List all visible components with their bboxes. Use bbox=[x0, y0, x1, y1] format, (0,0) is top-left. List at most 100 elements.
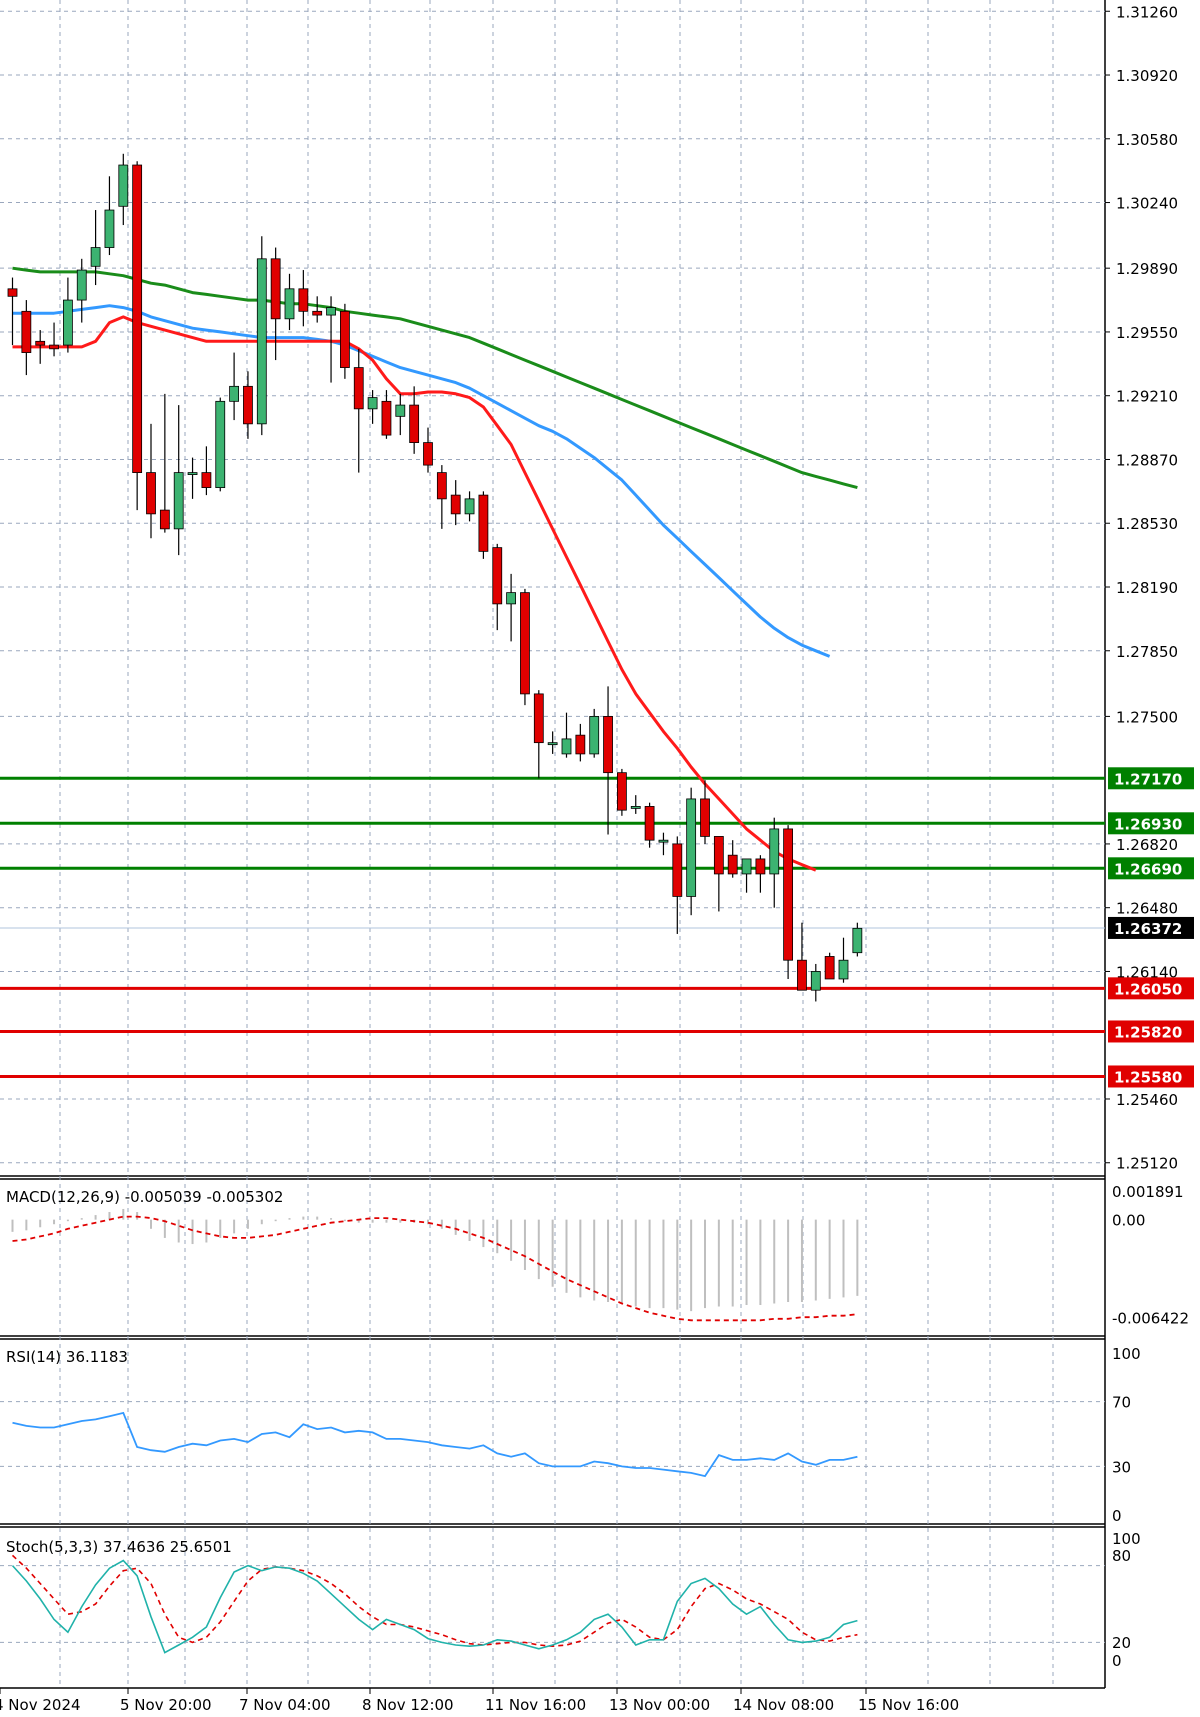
candle-body bbox=[49, 344, 59, 350]
candle-body bbox=[686, 798, 697, 897]
candle bbox=[644, 802, 655, 848]
candle-body bbox=[409, 404, 420, 443]
candle bbox=[824, 952, 835, 980]
candle-body bbox=[838, 959, 849, 980]
price-tick-label: 1.28870 bbox=[1116, 451, 1178, 469]
stoch-tick-label: 80 bbox=[1112, 1547, 1131, 1565]
price-tick-label: 1.28530 bbox=[1116, 515, 1178, 533]
candle-body bbox=[727, 854, 738, 875]
price-tick-label: 1.26140 bbox=[1116, 963, 1178, 981]
candle-body bbox=[381, 400, 392, 436]
candle bbox=[367, 390, 378, 424]
resistance-level-label-box bbox=[1108, 812, 1194, 835]
candle bbox=[353, 348, 364, 473]
candle bbox=[672, 836, 683, 934]
candle bbox=[533, 690, 544, 779]
candle-body bbox=[478, 494, 489, 552]
candle bbox=[617, 768, 627, 816]
candle-body bbox=[298, 288, 309, 312]
candle-body bbox=[797, 959, 807, 991]
candle-body bbox=[270, 258, 281, 320]
candle bbox=[450, 480, 461, 526]
candle bbox=[284, 273, 295, 331]
price-axis: 1.31260 1.30920 1.30580 1.30240 1.29890 1.295… bbox=[1105, 3, 1178, 1173]
candle bbox=[63, 277, 73, 353]
stoch-tick-label: 100 bbox=[1112, 1530, 1141, 1548]
candle-body bbox=[824, 956, 835, 980]
macd-tick-label: -0.006422 bbox=[1112, 1310, 1189, 1328]
macd-signal-line bbox=[12, 1215, 858, 1322]
resistance-level-label-text: 1.26690 bbox=[1114, 860, 1182, 878]
candle bbox=[7, 277, 18, 346]
candle bbox=[603, 686, 613, 835]
time-tick-label: 14 Nov 08:00 bbox=[733, 1696, 834, 1714]
price-tick-label: 1.26820 bbox=[1116, 836, 1178, 854]
candlestick-series bbox=[7, 153, 863, 1002]
candle-body bbox=[159, 509, 170, 530]
price-tick-label: 1.29890 bbox=[1116, 260, 1178, 278]
time-tick-label: 13 Nov 00:00 bbox=[609, 1696, 710, 1714]
time-tick-label: 15 Nov 16:00 bbox=[858, 1696, 959, 1714]
candle-body bbox=[284, 288, 295, 320]
stoch-label: Stoch(5,3,3) 37.4636 25.6501 bbox=[6, 1538, 232, 1556]
price-tick-label: 1.31260 bbox=[1116, 3, 1178, 21]
candle bbox=[76, 258, 87, 323]
candle bbox=[700, 780, 710, 844]
candle-body bbox=[450, 494, 461, 515]
candle bbox=[326, 296, 336, 383]
candle bbox=[395, 393, 406, 436]
candle-body bbox=[76, 269, 87, 301]
candle bbox=[35, 330, 46, 364]
candle-body bbox=[21, 310, 32, 353]
support-level-label-box bbox=[1108, 1020, 1194, 1043]
stoch-main-line bbox=[11, 1559, 858, 1654]
candle bbox=[118, 153, 129, 226]
candle bbox=[838, 937, 849, 983]
candle-body bbox=[436, 472, 447, 500]
candle bbox=[630, 795, 641, 814]
candle bbox=[243, 371, 253, 439]
candle-body bbox=[423, 442, 433, 466]
candle bbox=[270, 247, 281, 361]
candle-body bbox=[700, 798, 710, 837]
price-tick-label: 1.26480 bbox=[1116, 900, 1178, 918]
ma-blue-line bbox=[12, 304, 831, 658]
price-tick-label: 1.25460 bbox=[1116, 1091, 1178, 1109]
time-tick-label: 5 Nov 20:00 bbox=[120, 1696, 212, 1714]
candle bbox=[658, 832, 669, 856]
price-tick-label: 1.28190 bbox=[1116, 579, 1178, 597]
candle bbox=[339, 303, 350, 379]
price-tick-label: 1.30240 bbox=[1116, 195, 1178, 213]
support-level-label-text: 1.26050 bbox=[1114, 980, 1182, 998]
resistance-level-label-box bbox=[1108, 857, 1194, 880]
candle-body bbox=[658, 839, 669, 843]
time-tick-label: 8 Nov 12:00 bbox=[362, 1696, 454, 1714]
candle bbox=[492, 543, 503, 631]
candle bbox=[547, 731, 558, 754]
candle bbox=[686, 787, 697, 916]
rsi-panel: 100 70 30 0 bbox=[0, 1345, 1141, 1525]
candle bbox=[769, 817, 780, 908]
candle bbox=[187, 457, 198, 499]
candle-body bbox=[492, 547, 503, 605]
support-level-label-box bbox=[1108, 977, 1194, 1000]
candle bbox=[381, 390, 392, 439]
current-price-label-box bbox=[1108, 916, 1194, 939]
candle-body bbox=[132, 164, 143, 474]
candle bbox=[727, 840, 738, 878]
support-resistance-lines bbox=[0, 776, 1105, 1078]
candle-body bbox=[672, 843, 683, 897]
candle bbox=[436, 465, 447, 529]
candle-body bbox=[312, 310, 323, 316]
price-tick-label: 1.25120 bbox=[1116, 1155, 1178, 1173]
price-tick-label: 1.30920 bbox=[1116, 67, 1178, 85]
candle-body bbox=[575, 734, 586, 755]
candle-body bbox=[783, 828, 793, 961]
candle-body bbox=[104, 209, 115, 248]
candle-body bbox=[353, 367, 364, 410]
candle bbox=[589, 708, 600, 758]
candle-body bbox=[90, 247, 101, 267]
